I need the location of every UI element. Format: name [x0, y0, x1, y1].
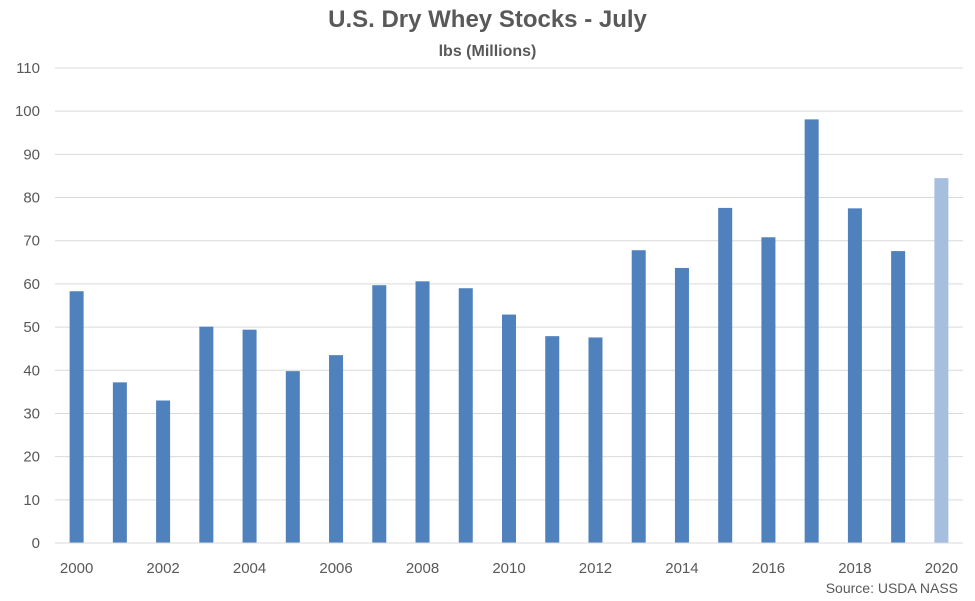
bar-2005: [285, 371, 300, 543]
x-tick-label: 2006: [319, 560, 352, 577]
x-tick-label: 2000: [60, 560, 93, 577]
bar-2000: [69, 291, 84, 543]
y-tick-label: 20: [23, 449, 40, 466]
source-note: Source: USDA NASS: [825, 580, 958, 596]
chart-subtitle: lbs (Millions): [438, 43, 537, 60]
bars: [69, 119, 949, 544]
y-tick-label: 40: [23, 362, 40, 379]
bar-2013: [631, 250, 646, 543]
y-tick-label: 80: [23, 190, 40, 207]
y-tick-label: 50: [23, 319, 40, 336]
x-tick-label: 2012: [579, 560, 612, 577]
y-tick-label: 110: [16, 60, 40, 77]
bar-2015: [718, 207, 733, 543]
x-tick-label: 2018: [838, 560, 871, 577]
x-tick-label: 2020: [925, 560, 958, 577]
bar-2006: [329, 355, 344, 543]
chart-title: U.S. Dry Whey Stocks - July: [328, 6, 647, 33]
bar-2007: [372, 285, 387, 543]
y-tick-label: 30: [23, 405, 40, 422]
x-tick-label: 2002: [146, 560, 179, 577]
bar-2009: [458, 288, 473, 543]
y-tick-label: 70: [23, 233, 40, 250]
x-axis-tick-labels: 2000 2002 2004 2006 2008 2010 2012 2014 2016 2018…: [60, 560, 958, 577]
bar-2008: [415, 281, 430, 543]
bar-2011: [545, 336, 560, 543]
bar-2004: [242, 329, 257, 543]
y-tick-label: 0: [32, 535, 40, 552]
x-tick-label: 2014: [665, 560, 698, 577]
y-tick-label: 60: [23, 276, 40, 293]
x-tick-label: 2016: [752, 560, 785, 577]
y-tick-label: 90: [23, 146, 40, 163]
bar-2002: [156, 400, 171, 543]
bar-2017: [804, 119, 819, 544]
bar-2014: [674, 267, 689, 543]
y-axis-tick-labels: 0 10 20 30 40 50 60 70 80 90 100 110: [15, 60, 40, 552]
x-tick-label: 2008: [406, 560, 439, 577]
bar-2016: [761, 237, 776, 544]
x-tick-label: 2010: [492, 560, 525, 577]
bar-2019: [891, 251, 906, 543]
bar-2001: [112, 382, 127, 543]
bar-2018: [847, 208, 862, 543]
bar-2012: [588, 337, 603, 543]
bar-2003: [199, 326, 214, 543]
x-tick-label: 2004: [233, 560, 266, 577]
y-tick-label: 100: [15, 103, 40, 120]
bar-2020: [934, 178, 949, 543]
bar-2010: [502, 314, 516, 543]
y-tick-label: 10: [23, 492, 40, 509]
